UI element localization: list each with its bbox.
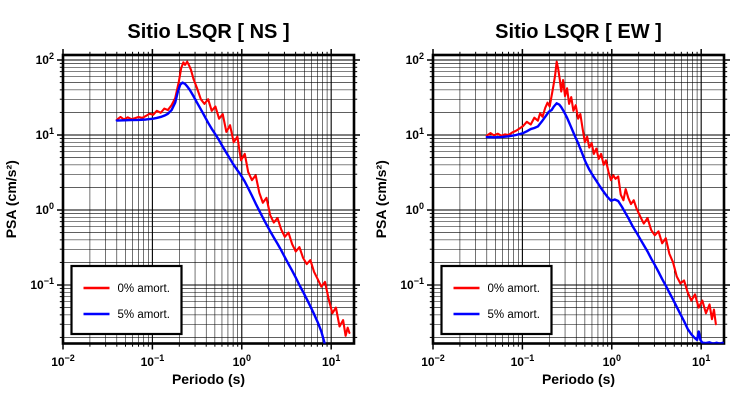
plot-frame: [61, 53, 356, 345]
x-axis-label: Periodo (s): [542, 371, 615, 387]
x-axis-label: Periodo (s): [172, 371, 245, 387]
x-tick-label: 10−2: [421, 353, 445, 369]
x-tick-label: 10−2: [51, 353, 75, 369]
y-tick-label: 102: [406, 51, 424, 67]
chart-title: Sitio LSQR [ EW ]: [495, 21, 662, 43]
plot-frame: [431, 53, 726, 345]
legend-box: [440, 264, 553, 336]
x-tick-label: 10−1: [141, 353, 165, 369]
series-line-1: [115, 81, 326, 344]
series-line-0: [485, 60, 717, 326]
x-tick-label: 100: [603, 353, 621, 369]
y-tick-label: 100: [36, 201, 54, 217]
y-axis-label: PSA (cm/s²): [3, 160, 19, 238]
legend-label-1: 5% amort.: [118, 309, 170, 321]
y-tick-label: 100: [406, 201, 424, 217]
y-tick-label: 101: [406, 126, 424, 142]
legend-box: [70, 264, 183, 336]
y-tick-label: 101: [36, 126, 54, 142]
y-axis-label: PSA (cm/s²): [373, 160, 389, 238]
plot-ew: 0% amort. 5% amort. Sitio LSQR [ EW ] Perio…: [370, 0, 730, 400]
chart-svg-1: 0% amort. 5% amort. Sitio LSQR [ EW ] Perio…: [373, 21, 730, 387]
chart-svg-0: 0% amort. 5% amort. Sitio LSQR [ NS ] Perio…: [3, 21, 360, 387]
legend-label-0: 0% amort.: [118, 283, 170, 295]
series-line-1: [485, 102, 724, 344]
legend-label-1: 5% amort.: [488, 309, 540, 321]
x-tick-label: 101: [322, 353, 340, 369]
x-tick-label: 101: [692, 353, 710, 369]
chart-title: Sitio LSQR [ NS ]: [127, 21, 289, 43]
y-tick-label: 10−1: [30, 276, 54, 292]
y-tick-label: 10−1: [400, 276, 424, 292]
x-tick-label: 100: [233, 353, 251, 369]
legend-label-0: 0% amort.: [488, 283, 540, 295]
x-tick-label: 10−1: [511, 353, 535, 369]
y-tick-label: 102: [36, 51, 54, 67]
series-line-0: [115, 60, 351, 337]
plot-ns: 0% amort. 5% amort. Sitio LSQR [ NS ] Perio…: [0, 0, 360, 400]
